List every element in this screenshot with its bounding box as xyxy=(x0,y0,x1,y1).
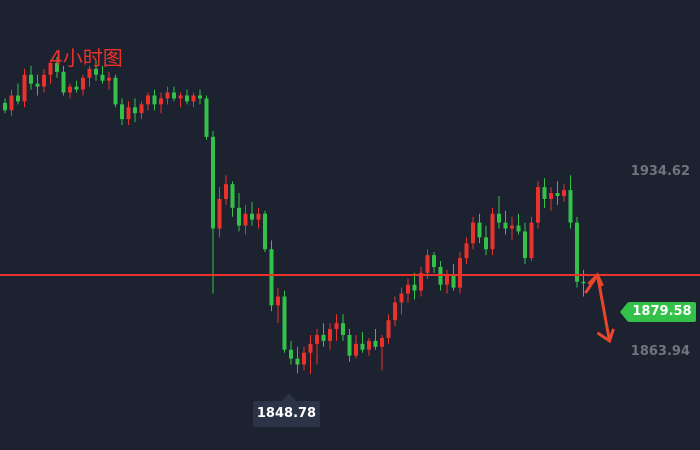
candle-64 xyxy=(419,266,423,297)
candle-5 xyxy=(35,74,40,96)
candle-79 xyxy=(516,213,521,235)
candle-65 xyxy=(425,249,430,279)
candle-10 xyxy=(68,83,72,99)
price-label-upper: 1934.62 xyxy=(630,164,690,179)
candle-26 xyxy=(172,86,176,102)
candle-32 xyxy=(211,130,215,294)
candle-34 xyxy=(224,175,228,205)
candle-20 xyxy=(133,98,137,123)
candle-7 xyxy=(48,60,53,84)
candle-46 xyxy=(302,346,306,371)
candle-2 xyxy=(16,83,20,105)
candle-77 xyxy=(503,210,508,235)
candle-16 xyxy=(107,71,111,90)
candle-58 xyxy=(380,334,384,371)
candle-8 xyxy=(55,57,59,78)
candle-59 xyxy=(386,314,391,344)
candle-3 xyxy=(22,68,27,108)
candle-48 xyxy=(315,329,319,365)
candle-88 xyxy=(575,216,579,288)
chart-title: 4小时图 xyxy=(50,46,123,70)
candle-31 xyxy=(204,95,209,140)
candle-55 xyxy=(360,332,365,353)
candle-37 xyxy=(243,204,248,235)
candle-12 xyxy=(81,74,85,96)
candle-57 xyxy=(373,329,378,350)
candle-21 xyxy=(139,101,144,120)
candle-83 xyxy=(542,178,547,208)
candle-29 xyxy=(191,92,196,108)
candle-85 xyxy=(555,181,560,205)
candle-76 xyxy=(497,196,501,229)
candle-24 xyxy=(159,92,163,114)
candle-35 xyxy=(230,181,235,217)
candle-63 xyxy=(412,272,417,300)
candle-28 xyxy=(185,89,189,105)
candle-13 xyxy=(87,65,92,87)
forecast-arrowhead-up xyxy=(587,272,604,287)
candle-15 xyxy=(100,65,105,84)
candle-49 xyxy=(321,323,326,347)
candle-86 xyxy=(562,184,566,202)
candle-25 xyxy=(165,86,170,105)
forecast-arrowhead-down xyxy=(596,328,615,344)
candle-45 xyxy=(295,346,300,374)
candle-47 xyxy=(308,334,313,374)
candle-62 xyxy=(406,278,410,303)
candle-11 xyxy=(74,80,79,93)
candle-42 xyxy=(276,287,280,324)
candle-54 xyxy=(354,334,358,359)
candle-52 xyxy=(341,314,345,341)
candle-75 xyxy=(490,207,495,256)
candle-60 xyxy=(393,296,397,327)
price-label-lower: 1863.94 xyxy=(630,344,690,359)
current-price-badge: 1879.58 xyxy=(628,302,696,322)
candle-44 xyxy=(289,340,293,365)
candle-23 xyxy=(152,89,157,111)
candle-80 xyxy=(523,222,527,264)
candle-19 xyxy=(126,101,131,126)
candle-0 xyxy=(3,98,7,114)
candle-30 xyxy=(198,89,202,105)
candle-38 xyxy=(250,201,254,226)
candle-66 xyxy=(432,252,436,273)
candle-4 xyxy=(29,65,33,90)
candle-74 xyxy=(484,225,488,256)
candle-56 xyxy=(367,337,371,356)
candle-51 xyxy=(334,314,339,341)
candle-17 xyxy=(113,74,118,108)
current-price-pointer xyxy=(620,302,628,322)
candle-43 xyxy=(282,290,287,353)
candle-53 xyxy=(347,329,352,362)
candle-84 xyxy=(549,187,553,211)
candle-18 xyxy=(120,98,124,126)
low-price-badge: 1848.78 xyxy=(253,401,320,427)
candle-9 xyxy=(61,65,66,96)
candle-22 xyxy=(146,92,150,111)
candle-6 xyxy=(42,68,46,93)
candle-87 xyxy=(568,175,573,229)
candle-68 xyxy=(445,269,449,294)
candle-14 xyxy=(94,60,98,81)
candle-82 xyxy=(536,181,540,229)
candle-81 xyxy=(529,216,534,262)
candle-40 xyxy=(263,210,267,253)
candle-69 xyxy=(451,264,456,291)
candle-70 xyxy=(458,252,462,294)
candle-33 xyxy=(217,187,222,238)
forecast-arrow-path xyxy=(584,273,611,342)
candle-39 xyxy=(256,207,261,229)
candle-73 xyxy=(477,213,482,244)
candle-27 xyxy=(178,92,183,108)
candle-61 xyxy=(399,287,404,315)
candle-50 xyxy=(328,323,332,350)
candle-72 xyxy=(471,216,475,250)
candle-78 xyxy=(510,216,514,241)
candle-36 xyxy=(237,193,241,232)
candle-71 xyxy=(464,237,469,264)
candle-1 xyxy=(9,89,14,117)
low-marker-pointer xyxy=(282,393,296,401)
